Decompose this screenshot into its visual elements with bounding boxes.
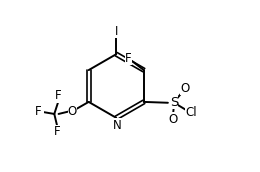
Text: F: F — [55, 89, 62, 102]
Text: O: O — [180, 82, 190, 95]
Text: S: S — [170, 96, 178, 109]
Text: N: N — [113, 119, 121, 132]
Text: O: O — [168, 113, 178, 126]
Text: F: F — [54, 125, 61, 138]
Text: Cl: Cl — [185, 106, 197, 119]
Text: F: F — [125, 52, 132, 64]
Text: F: F — [35, 105, 41, 118]
Text: I: I — [115, 25, 118, 38]
Text: O: O — [68, 105, 77, 118]
